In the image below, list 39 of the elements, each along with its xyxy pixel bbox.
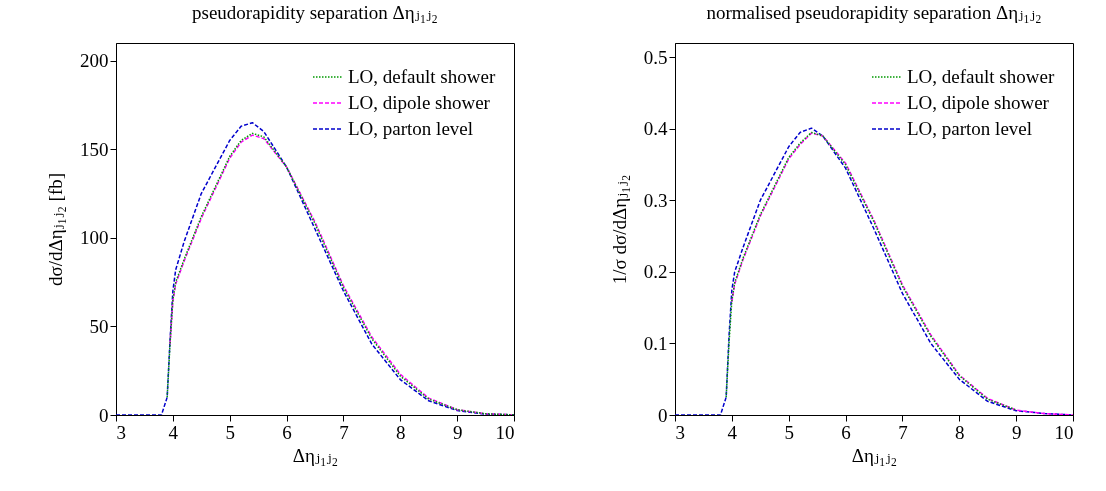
legend-label: LO, dipole shower [348, 92, 491, 113]
x-tick-label: 4 [727, 421, 738, 443]
y-axis-title: dσ/dΔηⱼ₁ⱼ₂ [fb] [45, 172, 66, 287]
y-tick-label: 200 [80, 50, 109, 72]
x-tick-label: 3 [116, 421, 126, 443]
y-tick-label: 0 [658, 404, 668, 426]
y-tick-label: 0 [99, 404, 109, 426]
y-tick-label: 100 [80, 227, 109, 249]
y-tick-label: 0.2 [643, 261, 668, 283]
x-tick-label: 8 [396, 421, 406, 443]
x-axis-title: Δηⱼ₁ⱼ₂ [292, 444, 339, 466]
legend-label: LO, parton level [348, 118, 474, 139]
y-tick-label: 0.5 [643, 46, 668, 68]
y-tick-label: 0.4 [643, 118, 668, 140]
x-tick-label: 9 [1011, 421, 1022, 443]
x-tick-label: 3 [675, 421, 685, 443]
x-tick-label: 5 [784, 421, 794, 443]
legend-label: LO, default shower [907, 66, 1055, 87]
legend-label: LO, default shower [348, 66, 496, 87]
x-tick-label: 7 [898, 421, 908, 443]
x-tick-label: 10 [1054, 421, 1074, 443]
x-tick-label: 4 [168, 421, 179, 443]
x-tick-label: 9 [452, 421, 463, 443]
x-tick-label: 5 [225, 421, 235, 443]
y-axis-title: 1/σ dσ/dΔηⱼ₁ⱼ₂ [608, 174, 630, 285]
chart-title: normalised pseudorapidity separation Δηⱼ₁ⱼ₂ [706, 2, 1042, 23]
x-tick-label: 6 [282, 421, 292, 443]
x-tick-label: 8 [955, 421, 965, 443]
y-tick-label: 0.1 [643, 332, 668, 354]
y-tick-label: 50 [89, 315, 109, 337]
legend-label: LO, parton level [907, 118, 1033, 139]
y-tick-label: 0.3 [643, 189, 668, 211]
x-tick-label: 10 [495, 421, 515, 443]
y-tick-label: 150 [80, 138, 109, 160]
x-tick-label: 7 [339, 421, 349, 443]
x-axis-title: Δηⱼ₁ⱼ₂ [851, 444, 898, 466]
chart-title: pseudorapidity separation Δηⱼ₁ⱼ₂ [192, 2, 438, 23]
legend-label: LO, dipole shower [907, 92, 1050, 113]
x-tick-label: 6 [841, 421, 851, 443]
